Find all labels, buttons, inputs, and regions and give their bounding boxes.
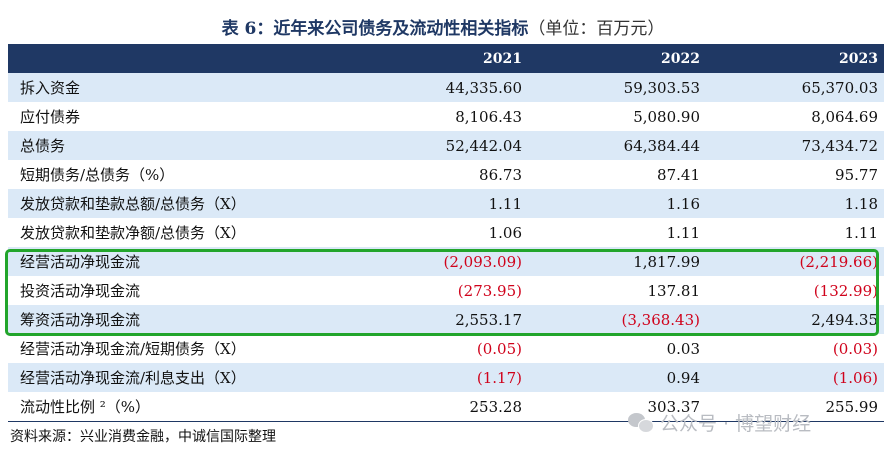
table-row: 短期债务/总债务（%） 86.73 87.41 95.77 (8, 160, 884, 189)
cell-2022: 1,817.99 (528, 247, 706, 276)
cell-2023: 8,064.69 (706, 102, 884, 131)
cell-2023: (2,219.66) (706, 247, 884, 276)
table-row: 应付债券 8,106.43 5,080.90 8,064.69 (8, 102, 884, 131)
cell-2023: (1.06) (706, 363, 884, 392)
cell-2023: 65,370.03 (706, 73, 884, 102)
table-header-row: 2021 2022 2023 (8, 44, 884, 73)
table-title-main: 表 6：近年来公司债务及流动性相关指标 (221, 19, 529, 39)
table-row: 经营活动净现金流/短期债务（X） (0.05) 0.03 (0.03) (8, 334, 884, 363)
cell-2021: (0.05) (348, 334, 528, 363)
cell-2021: 8,106.43 (348, 102, 528, 131)
table-row: 总债务 52,442.04 64,384.44 73,434.72 (8, 131, 884, 160)
cell-2022: (3,368.43) (528, 305, 706, 334)
cell-2022: 303.37 (528, 392, 706, 422)
header-cell-2021: 2021 (348, 44, 528, 73)
row-label: 经营活动净现金流/短期债务（X） (8, 334, 348, 363)
watermark-text: 公众号 · 博望财经 (660, 412, 812, 435)
cell-2022: 87.41 (528, 160, 706, 189)
cell-2023: 73,434.72 (706, 131, 884, 160)
table-title-unit: （单位：百万元） (528, 19, 665, 39)
cell-2021: (273.95) (348, 276, 528, 305)
cell-2021: 1.06 (348, 218, 528, 247)
row-label: 发放贷款和垫款总额/总债务（X） (8, 189, 348, 218)
table-row: 投资活动净现金流 (273.95) 137.81 (132.99) (8, 276, 884, 305)
cell-2021: 253.28 (348, 392, 528, 422)
cell-2022: 1.16 (528, 189, 706, 218)
watermark: 公众号 · 博望财经 (628, 408, 811, 436)
header-cell-2022: 2022 (528, 44, 706, 73)
cell-2023: (132.99) (706, 276, 884, 305)
cell-2022: 137.81 (528, 276, 706, 305)
table-row: 经营活动净现金流 (2,093.09) 1,817.99 (2,219.66) (8, 247, 884, 276)
cell-2023: 2,494.35 (706, 305, 884, 334)
row-label: 应付债券 (8, 102, 348, 131)
cell-2021: (2,093.09) (348, 247, 528, 276)
cell-2023: (0.03) (706, 334, 884, 363)
debt-liquidity-table: 2021 2022 2023 拆入资金 44,335.60 59,303.53 65,… (8, 44, 884, 422)
cell-2022: 64,384.44 (528, 131, 706, 160)
cell-2021: 44,335.60 (348, 73, 528, 102)
header-cell-blank (8, 44, 348, 73)
cell-2022: 5,080.90 (528, 102, 706, 131)
row-label: 筹资活动净现金流 (8, 305, 348, 334)
cell-2023: 1.18 (706, 189, 884, 218)
cell-2023: 1.11 (706, 218, 884, 247)
cell-2022: 1.11 (528, 218, 706, 247)
cell-2021: 52,442.04 (348, 131, 528, 160)
row-label: 发放贷款和垫款净额/总债务（X） (8, 218, 348, 247)
cell-2021: 1.11 (348, 189, 528, 218)
table-row: 发放贷款和垫款净额/总债务（X） 1.06 1.11 1.11 (8, 218, 884, 247)
table-row: 拆入资金 44,335.60 59,303.53 65,370.03 (8, 73, 884, 102)
cell-2021: (1.17) (348, 363, 528, 392)
table-row: 发放贷款和垫款总额/总债务（X） 1.11 1.16 1.18 (8, 189, 884, 218)
row-label: 经营活动净现金流 (8, 247, 348, 276)
row-label: 投资活动净现金流 (8, 276, 348, 305)
cell-2022: 59,303.53 (528, 73, 706, 102)
header-cell-2023: 2023 (706, 44, 884, 73)
row-label: 总债务 (8, 131, 348, 160)
cell-2021: 2,553.17 (348, 305, 528, 334)
cell-2023: 255.99 (706, 392, 884, 422)
source-note: 资料来源：兴业消费金融，中诚信国际整理 (10, 429, 276, 445)
wechat-icon (628, 411, 654, 433)
cell-2023: 95.77 (706, 160, 884, 189)
row-label: 流动性比例 ²（%） (8, 392, 348, 422)
row-label: 经营活动净现金流/利息支出（X） (8, 363, 348, 392)
cell-2022: 0.03 (528, 334, 706, 363)
cell-2021: 86.73 (348, 160, 528, 189)
table-title: 表 6：近年来公司债务及流动性相关指标（单位：百万元） (0, 14, 886, 39)
table-row: 筹资活动净现金流 2,553.17 (3,368.43) 2,494.35 (8, 305, 884, 334)
table-row: 流动性比例 ²（%） 253.28 303.37 255.99 (8, 392, 884, 422)
row-label: 短期债务/总债务（%） (8, 160, 348, 189)
row-label: 拆入资金 (8, 73, 348, 102)
table-row: 经营活动净现金流/利息支出（X） (1.17) 0.94 (1.06) (8, 363, 884, 392)
cell-2022: 0.94 (528, 363, 706, 392)
